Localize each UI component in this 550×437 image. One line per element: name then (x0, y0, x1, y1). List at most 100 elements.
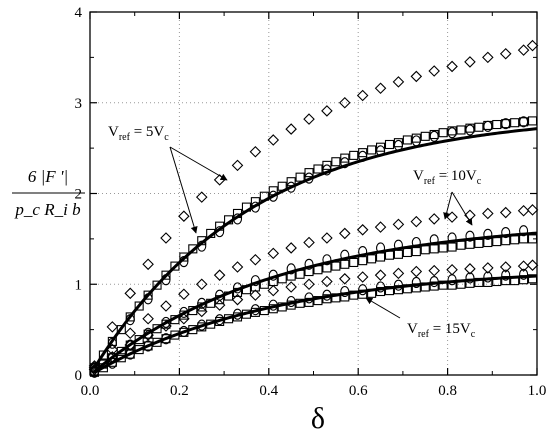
data-point-circle (340, 157, 350, 169)
data-point-diamond (285, 242, 297, 254)
data-point-diamond (285, 281, 297, 293)
data-point-circle (179, 256, 189, 268)
data-point-square (286, 271, 296, 281)
data-point-circle (411, 276, 421, 288)
data-point-square (420, 131, 430, 141)
data-point-circle (107, 337, 117, 349)
data-point-square (349, 257, 359, 268)
y-tick-label: 2 (75, 187, 83, 203)
data-point-square (188, 306, 198, 316)
data-point-circle (250, 304, 260, 316)
data-point-square (501, 236, 511, 246)
data-point-square (206, 228, 216, 238)
data-point-square (340, 259, 350, 269)
data-point-diamond (428, 213, 440, 225)
annotation-5vc-arrow-2 (169, 146, 198, 234)
x-tick-label: 0.8 (438, 383, 457, 399)
data-point-circle (125, 314, 135, 326)
data-point-square (152, 324, 162, 334)
data-point-square (331, 157, 341, 167)
grid (90, 12, 537, 375)
data-point-square (250, 282, 260, 292)
data-point-diamond (267, 247, 280, 260)
data-point-circle (340, 285, 350, 298)
data-point-square (197, 236, 207, 246)
data-point-circle (447, 232, 457, 244)
data-point-square (519, 117, 529, 127)
annotation-5vc: Vref = 5Vc (108, 124, 228, 234)
data-point-circle (429, 275, 439, 288)
data-point-diamond (464, 263, 476, 275)
data-point-square (188, 325, 198, 335)
series-square-5vc (89, 116, 538, 373)
data-point-diamond (482, 262, 494, 274)
data-point-square (304, 266, 314, 277)
data-point-diamond (321, 275, 333, 288)
data-point-square (134, 335, 144, 345)
data-point-square (340, 153, 350, 163)
data-point-diamond (142, 312, 154, 325)
data-point-square (304, 168, 314, 178)
data-point-diamond (178, 312, 190, 325)
data-point-square (116, 353, 126, 363)
data-point-square (429, 281, 439, 291)
data-point-square (232, 208, 243, 219)
data-point-square (340, 292, 350, 302)
data-point-square (474, 122, 484, 132)
data-point-diamond (231, 293, 244, 306)
data-point-diamond (106, 321, 119, 333)
data-point-square (456, 279, 466, 289)
data-point-square (134, 301, 144, 311)
data-point-circle (375, 281, 386, 293)
data-point-diamond (178, 288, 190, 301)
data-point-diamond (499, 47, 512, 60)
fit-curve-10vc (93, 231, 538, 373)
data-point-diamond (499, 206, 512, 219)
series-square-10vc (89, 234, 538, 376)
series-circle-15vc (89, 268, 529, 378)
annotation-15vc: Vref = 15Vc (365, 297, 476, 340)
data-point-circle (411, 135, 421, 147)
data-point-diamond (410, 215, 423, 228)
data-point-diamond (321, 105, 333, 117)
data-point-diamond (482, 51, 494, 64)
data-point-square (116, 325, 126, 335)
data-point-circle (375, 242, 386, 254)
data-point-square (331, 261, 341, 271)
data-point-circle (411, 236, 421, 249)
data-point-circle (286, 263, 296, 275)
data-point-diamond (339, 227, 351, 240)
y-axis-title-denominator: p_c R_i b (14, 200, 80, 219)
data-point-square (259, 279, 269, 289)
data-point-diamond (517, 204, 530, 217)
data-point-diamond (303, 236, 315, 249)
data-point-circle (322, 164, 332, 176)
y-tick-label: 1 (75, 277, 83, 293)
data-point-square (295, 269, 305, 279)
axis-ticks: 0.0 0.2 0.4 0.6 0.8 1.0 0 1 2 3 4 (75, 5, 547, 399)
data-point-circle (179, 325, 189, 337)
data-point-circle (197, 297, 207, 309)
data-point-square (438, 243, 448, 253)
x-tick-label: 0.6 (349, 383, 368, 399)
data-point-square (152, 280, 162, 290)
data-point-circle (232, 308, 243, 320)
data-point-diamond (374, 221, 387, 233)
data-point-diamond (499, 261, 512, 273)
data-point-square (402, 135, 412, 145)
data-point-square (322, 263, 332, 273)
data-point-square (206, 319, 216, 329)
data-point-circle (375, 145, 386, 157)
data-point-diamond (410, 265, 423, 278)
data-point-square (322, 160, 332, 170)
data-point-square (420, 282, 430, 292)
data-point-circle (304, 172, 314, 184)
data-point-square (411, 133, 421, 143)
data-point-circle (501, 269, 511, 281)
data-point-diamond (517, 260, 530, 272)
data-point-square (241, 309, 251, 319)
data-point-circle (232, 282, 243, 294)
data-point-square (465, 239, 475, 249)
data-point-square (197, 302, 207, 312)
x-axis-title: δ (311, 402, 325, 435)
